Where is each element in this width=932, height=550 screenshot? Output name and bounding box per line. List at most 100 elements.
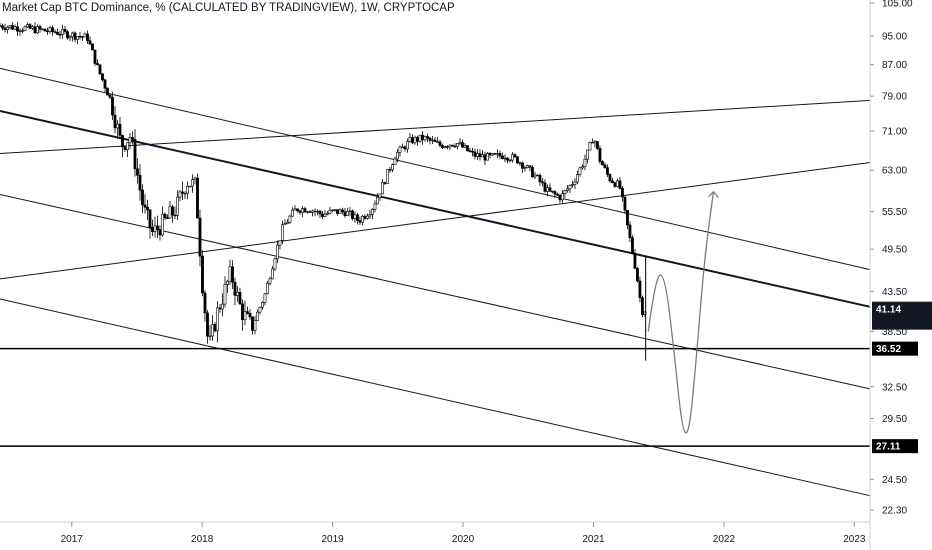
candle-body <box>191 179 194 187</box>
candle-body <box>601 161 604 166</box>
candle-body <box>268 278 272 284</box>
candle-body <box>366 215 369 219</box>
candle-body <box>66 31 69 39</box>
y-tick-label: 87.00 <box>882 60 907 71</box>
candle-body <box>158 229 162 236</box>
candle-body <box>453 145 457 148</box>
candle-body <box>233 281 237 296</box>
candle-body <box>198 217 202 257</box>
candle-body <box>186 185 189 194</box>
candle-body <box>213 324 217 332</box>
candle-body <box>238 291 242 305</box>
candle-body <box>96 63 99 66</box>
candle-body <box>41 28 44 31</box>
candle-body <box>311 210 314 213</box>
candle-body <box>358 220 362 223</box>
candle-body <box>316 210 319 213</box>
candle-body <box>313 210 317 213</box>
candle-body <box>306 211 309 213</box>
candle-body <box>18 30 22 32</box>
trend-line <box>0 110 871 308</box>
trend-line <box>0 193 871 390</box>
candle-body <box>466 145 469 152</box>
candle-body <box>123 146 127 151</box>
candle-body <box>196 177 199 219</box>
candle-body <box>163 213 167 219</box>
y-tick-label: 95.00 <box>882 31 907 42</box>
candle-body <box>588 142 592 151</box>
candle-body <box>58 34 62 36</box>
candle-body <box>433 139 437 142</box>
candle-body <box>473 151 477 157</box>
candle-body <box>121 135 124 148</box>
candle-body <box>373 203 377 210</box>
x-tick-label: 2020 <box>452 534 475 545</box>
candle-body <box>231 266 234 283</box>
candle-body <box>533 174 537 178</box>
candle-body <box>296 208 299 212</box>
candle-body <box>506 157 509 161</box>
candle-body <box>351 210 354 219</box>
candle-body <box>491 153 494 156</box>
candle-body <box>136 168 139 176</box>
candle-body <box>563 190 567 194</box>
candle-body <box>33 26 37 34</box>
candle-body <box>183 192 187 195</box>
candle-body <box>496 153 499 155</box>
y-tick-label: 38.50 <box>882 327 907 338</box>
candle-body <box>221 303 224 310</box>
candle-body <box>63 28 67 32</box>
candle-body <box>501 155 504 160</box>
candle-body <box>128 137 132 143</box>
candle-body <box>261 302 264 308</box>
candle-body <box>206 312 209 337</box>
candle-body <box>36 26 39 34</box>
candle-body <box>391 164 394 171</box>
candle-body <box>426 136 429 139</box>
candle-body <box>543 182 547 192</box>
current-price-label: 41.14 <box>876 305 901 316</box>
candle-body <box>78 35 82 38</box>
candle-body <box>143 204 147 208</box>
candle-body <box>101 73 104 81</box>
trend-line <box>0 99 871 155</box>
candle-body <box>418 134 422 142</box>
candle-body <box>338 209 342 214</box>
candle-body <box>266 282 269 295</box>
candle-body <box>76 35 79 40</box>
candle-body <box>203 292 207 314</box>
candle-body <box>11 25 14 30</box>
level-badge-label: 36.52 <box>876 344 901 355</box>
candle-body <box>193 177 197 180</box>
candle-body <box>133 139 137 170</box>
candle-body <box>98 64 102 75</box>
candle-body <box>633 252 637 269</box>
y-tick-label: 55.50 <box>882 207 907 218</box>
candle-body <box>481 154 484 158</box>
candle-body <box>331 209 334 211</box>
x-tick-label: 2022 <box>713 534 736 545</box>
candle-body <box>1 25 4 29</box>
candle-body <box>333 209 337 211</box>
candle-body <box>368 214 372 217</box>
candle-body <box>243 311 247 321</box>
candle-body <box>318 210 322 215</box>
candle-body <box>356 214 359 221</box>
candle-body <box>8 25 12 28</box>
candle-body <box>51 27 54 32</box>
candle-body <box>93 49 97 64</box>
candle-body <box>586 149 589 160</box>
trend-line <box>0 298 871 497</box>
candle-body <box>3 27 7 30</box>
candle-body <box>156 225 159 230</box>
candle-body <box>346 211 349 216</box>
candle-body <box>583 158 587 167</box>
candle-body <box>608 174 612 182</box>
candle-body <box>396 152 399 160</box>
candle-body <box>451 144 454 147</box>
candle-body <box>53 31 57 33</box>
candle-body <box>516 156 519 164</box>
candle-body <box>208 335 212 338</box>
